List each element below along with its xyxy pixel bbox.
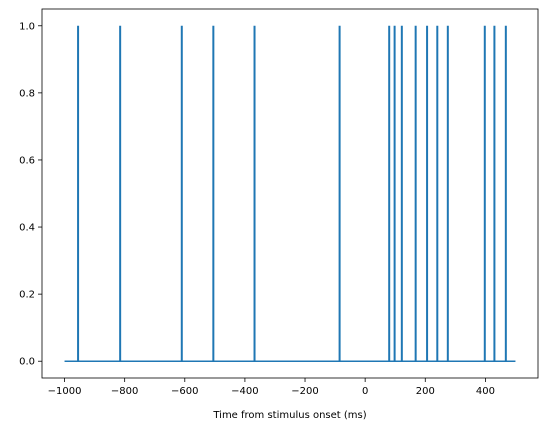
x-tick-label: −600 bbox=[171, 386, 198, 397]
x-tick-label: −1000 bbox=[48, 386, 82, 397]
x-tick-label: 200 bbox=[416, 386, 435, 397]
x-tick-label: −800 bbox=[111, 386, 138, 397]
x-axis: −1000 −800 −600 −400 −200 0 200 400 bbox=[48, 378, 495, 397]
y-tick-label: 0.8 bbox=[19, 88, 35, 99]
x-axis-label: Time from stimulus onset (ms) bbox=[212, 410, 366, 421]
y-axis: 0.0 0.2 0.4 0.6 0.8 1.0 bbox=[19, 21, 42, 368]
y-tick-label: 0.6 bbox=[19, 155, 35, 166]
y-tick-label: 0.0 bbox=[19, 357, 35, 368]
series-layer bbox=[64, 25, 516, 362]
y-tick-label: 0.4 bbox=[19, 223, 35, 234]
x-tick-label: −200 bbox=[291, 386, 318, 397]
x-tick-label: −400 bbox=[231, 386, 258, 397]
y-tick-label: 0.2 bbox=[19, 290, 35, 301]
x-tick-label: 400 bbox=[476, 386, 495, 397]
plot-area bbox=[41, 8, 539, 379]
x-tick-label: 0 bbox=[362, 386, 368, 397]
axes-frame bbox=[41, 8, 539, 379]
y-tick-label: 1.0 bbox=[19, 21, 35, 32]
